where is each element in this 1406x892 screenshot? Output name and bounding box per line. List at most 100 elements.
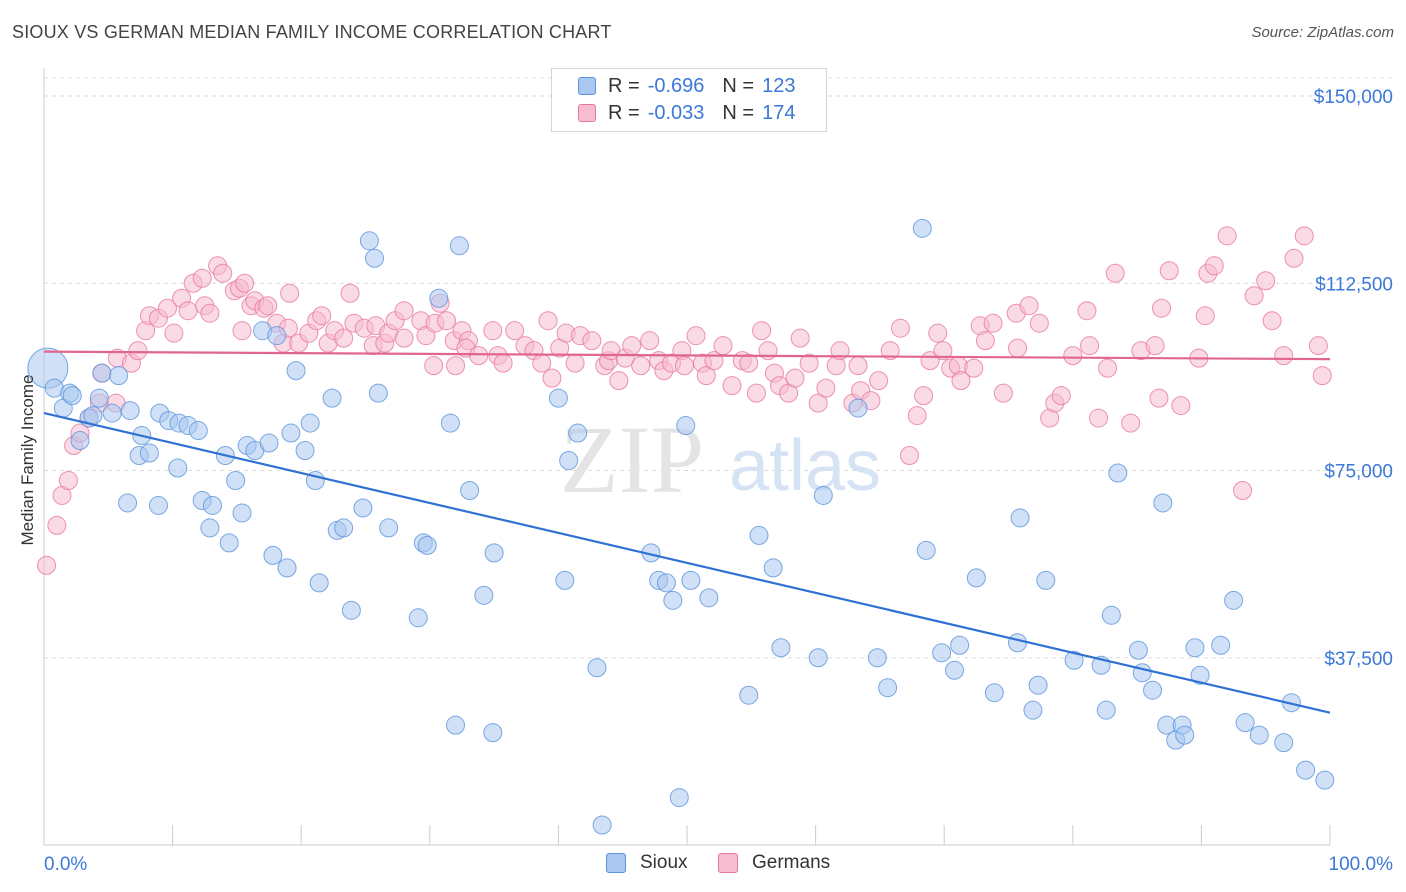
german-point: [47, 515, 67, 535]
sioux-point: [474, 585, 494, 605]
sioux-point: [202, 495, 222, 515]
r-value: -0.033: [647, 101, 705, 124]
german-point: [752, 321, 772, 341]
legend-item-sioux[interactable]: Sioux: [606, 852, 688, 874]
german-point: [674, 356, 694, 376]
legend-row-germans: R = -0.033 N = 174: [578, 101, 795, 125]
german-point: [739, 353, 759, 373]
sioux-point: [309, 573, 329, 593]
sioux-point: [70, 431, 90, 451]
sioux-point: [484, 543, 504, 563]
sioux-point: [334, 518, 354, 538]
sioux-point: [912, 218, 932, 238]
german-point: [964, 358, 984, 378]
sioux-point: [281, 423, 301, 443]
german-series: [37, 226, 1332, 575]
german-point: [1274, 346, 1294, 366]
german-point: [1294, 226, 1314, 246]
german-point: [880, 341, 900, 361]
sioux-point: [109, 366, 129, 386]
zipatlas-watermark: ZIP atlas: [560, 406, 881, 513]
german-point: [446, 356, 466, 376]
r-label: R =: [608, 74, 640, 97]
sioux-point: [867, 648, 887, 668]
sioux-point: [1274, 733, 1294, 753]
german-point: [232, 321, 252, 341]
trendlines: [43, 350, 1331, 714]
sioux-point: [932, 643, 952, 663]
sioux-point: [219, 533, 239, 553]
sioux-point: [89, 388, 109, 408]
sioux-point: [1101, 605, 1121, 625]
sioux-point: [118, 493, 138, 513]
german-point: [1063, 346, 1083, 366]
german-point: [631, 356, 651, 376]
sioux-point: [353, 498, 373, 518]
german-point: [640, 331, 660, 351]
sioux-point: [1008, 633, 1028, 653]
sioux-point: [808, 648, 828, 668]
german-point: [505, 321, 525, 341]
german-point: [1051, 386, 1071, 406]
n-label: N =: [722, 74, 755, 97]
german-point: [1089, 408, 1109, 428]
sioux-point: [763, 558, 783, 578]
german-point: [830, 341, 850, 361]
y-tick-label: $75,000: [1324, 462, 1393, 483]
sioux-point: [944, 660, 964, 680]
sioux-point: [359, 231, 379, 251]
sioux-point: [232, 503, 252, 523]
sioux-point: [681, 570, 701, 590]
legend-label-sioux: Sioux: [640, 852, 688, 873]
r-value: -0.696: [647, 74, 705, 97]
german-point: [1121, 413, 1141, 433]
german-point: [235, 273, 255, 293]
tick-labels: $37,500 $75,000 $112,500 $150,000 0.0% 100.0%: [44, 87, 1393, 875]
german-point: [1312, 366, 1332, 386]
german-point: [869, 371, 889, 391]
german-point: [58, 470, 78, 490]
series-legend: Sioux Germans: [0, 852, 1406, 878]
german-point: [1077, 301, 1097, 321]
german-point: [565, 353, 585, 373]
german-point: [1308, 336, 1328, 356]
legend-item-germans[interactable]: Germans: [718, 852, 830, 874]
german-point: [532, 353, 552, 373]
german-point: [1149, 388, 1169, 408]
german-point: [312, 306, 332, 326]
sioux-trendline: [43, 412, 1331, 714]
sioux-point: [1249, 725, 1269, 745]
german-point: [37, 555, 57, 575]
sioux-point: [139, 443, 159, 463]
sioux-point: [368, 383, 388, 403]
german-point: [622, 336, 642, 356]
german-point: [178, 301, 198, 321]
german-point: [609, 371, 629, 391]
sioux-point: [200, 518, 220, 538]
sioux-point: [440, 413, 460, 433]
sioux-point: [555, 570, 575, 590]
sioux-point: [676, 416, 696, 436]
sioux-point: [417, 535, 437, 555]
sioux-point: [226, 470, 246, 490]
stats-legend: R = -0.696 N = 123 R = -0.033 N = 174: [551, 68, 827, 132]
sioux-point: [295, 441, 315, 461]
sioux-point: [878, 678, 898, 698]
german-point: [192, 268, 212, 288]
german-point: [1244, 286, 1264, 306]
sioux-point: [559, 451, 579, 471]
sioux-swatch: [578, 77, 596, 95]
sioux-point: [267, 326, 287, 346]
german-point: [1284, 248, 1304, 268]
german-point: [334, 328, 354, 348]
sioux-point: [286, 361, 306, 381]
sioux-point: [259, 433, 279, 453]
german-point: [1145, 336, 1165, 356]
sioux-point: [1296, 760, 1316, 780]
sioux-point: [1315, 770, 1335, 790]
sioux-point: [62, 386, 82, 406]
german-point: [951, 371, 971, 391]
y-tick-label: $37,500: [1324, 649, 1393, 670]
german-point: [469, 346, 489, 366]
